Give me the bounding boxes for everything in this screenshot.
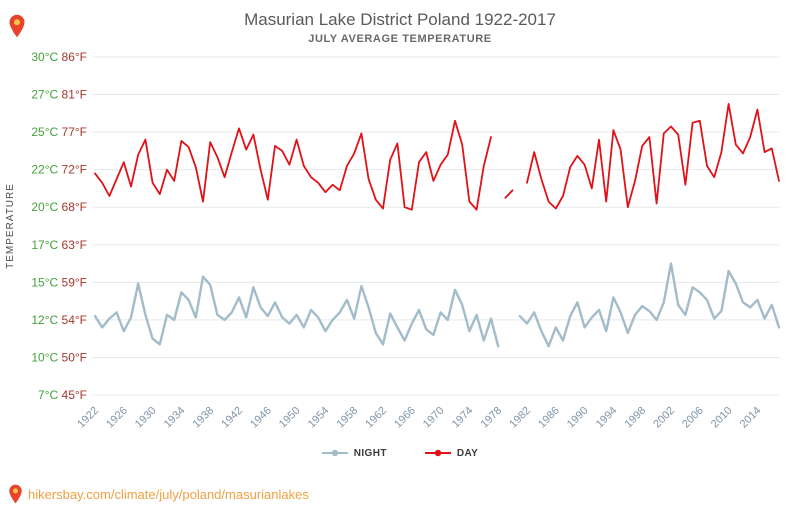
- x-axis-tick-label: 1942: [219, 405, 245, 431]
- x-axis-tick-label: 1998: [623, 405, 649, 431]
- x-axis-tick-label: 2006: [680, 405, 706, 431]
- x-axis-tick-label: 1954: [306, 405, 332, 431]
- location-pin-icon: [9, 14, 25, 38]
- page: Masurian Lake District Poland 1922-2017 …: [0, 10, 800, 510]
- y-axis-tick-label: 12°C 54°F: [31, 313, 87, 327]
- x-axis-tick-label: 1962: [363, 405, 389, 431]
- y-axis-tick-label: 25°C 77°F: [31, 125, 87, 139]
- y-axis-tick-label: 15°C 59°F: [31, 275, 87, 289]
- x-axis-tick-label: 1978: [479, 405, 505, 431]
- y-axis-title: TEMPERATURE: [5, 183, 16, 269]
- x-axis-tick-label: 1994: [594, 405, 620, 431]
- x-axis-tick-label: 1958: [335, 405, 361, 431]
- x-axis-tick-label: 1922: [75, 405, 101, 431]
- night-series-marker-icon: [321, 449, 348, 457]
- x-axis-tick-label: 1934: [162, 405, 188, 431]
- chart-legend: NIGHT DAY: [0, 445, 800, 461]
- x-axis-tick-label: 2010: [709, 405, 735, 431]
- series-line-day: [94, 103, 780, 211]
- series-line-night: [93, 262, 781, 348]
- x-axis-tick-label: 2014: [738, 405, 764, 431]
- x-axis-tick-label: 1982: [507, 405, 533, 431]
- y-axis-tick-label: 30°C 86°F: [31, 50, 87, 64]
- chart-title: Masurian Lake District Poland 1922-2017: [244, 10, 556, 29]
- y-axis-tick-label: 20°C 68°F: [31, 200, 87, 214]
- legend-label-day: DAY: [456, 447, 479, 459]
- legend-label-night: NIGHT: [353, 447, 387, 459]
- legend-item-day: DAY: [424, 447, 479, 459]
- chart-subtitle: JULY AVERAGE TEMPERATURE: [308, 33, 492, 45]
- x-axis-tick-label: 1938: [191, 405, 217, 431]
- x-axis-tick-label: 1986: [536, 405, 562, 431]
- x-axis-tick-label: 1950: [277, 405, 303, 431]
- x-axis-tick-label: 1974: [450, 405, 476, 431]
- x-axis-tick-label: 1990: [565, 405, 591, 431]
- y-axis-tick-label: 27°C 81°F: [31, 88, 87, 102]
- y-axis-tick-label: 10°C 50°F: [31, 350, 87, 364]
- x-axis-tick-label: 1946: [248, 405, 274, 431]
- footer: hikersbay.com/climate/july/poland/masuri…: [8, 484, 309, 504]
- y-axis-tick-label: 22°C 72°F: [31, 163, 87, 177]
- x-axis-tick-label: 1970: [421, 405, 447, 431]
- legend-item-night: NIGHT: [321, 447, 387, 459]
- x-axis-tick-label: 1930: [133, 405, 159, 431]
- temperature-line-chart: 30°C 86°F 27°C 81°F 25°C 77°F 22°C 72°F 20°C…: [5, 50, 781, 431]
- y-axis-tick-label: 7°C 45°F: [38, 388, 87, 402]
- y-axis-tick-label: 17°C 63°F: [31, 238, 87, 252]
- x-axis-tick-label: 1926: [104, 405, 130, 431]
- x-axis-tick-label: 2002: [651, 405, 677, 431]
- location-pin-icon: [9, 484, 22, 504]
- x-axis-tick-label: 1966: [392, 405, 418, 431]
- day-series-marker-icon: [424, 449, 451, 457]
- source-url-link[interactable]: hikersbay.com/climate/july/poland/masuri…: [28, 486, 309, 502]
